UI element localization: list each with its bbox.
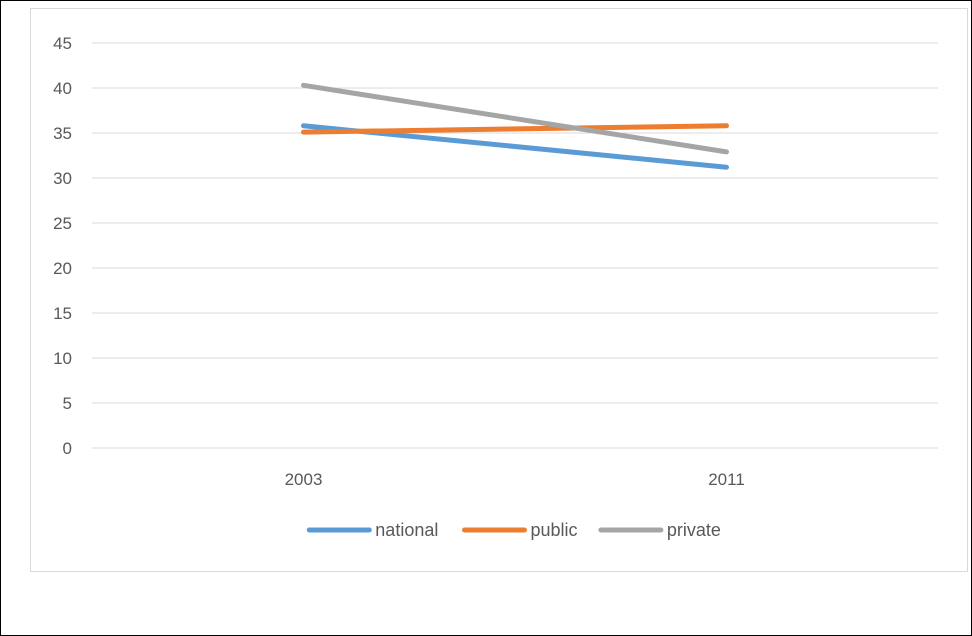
y-tick-label: 20 bbox=[53, 259, 72, 278]
legend-item-national: national bbox=[306, 520, 438, 540]
legend: national public private bbox=[306, 520, 721, 540]
legend-label-national: national bbox=[375, 520, 438, 540]
y-tick-label: 10 bbox=[53, 349, 72, 368]
series-line-private bbox=[301, 82, 729, 155]
legend-label-private: private bbox=[667, 520, 721, 540]
y-tick-label: 0 bbox=[63, 439, 72, 458]
legend-item-public: public bbox=[462, 520, 578, 540]
legend-label-public: public bbox=[531, 520, 578, 540]
y-axis-tick-labels: 0 5 10 15 20 25 30 35 40 45 bbox=[53, 34, 72, 458]
series-line-public bbox=[301, 123, 729, 135]
chart-area bbox=[30, 8, 968, 572]
y-tick-label: 45 bbox=[53, 34, 72, 53]
y-tick-label: 35 bbox=[53, 124, 72, 143]
x-tick-label: 2011 bbox=[708, 470, 745, 489]
x-tick-label: 2003 bbox=[285, 470, 323, 489]
y-tick-label: 5 bbox=[63, 394, 72, 413]
x-axis-tick-labels: 2003 2011 bbox=[285, 470, 745, 489]
gridlines bbox=[92, 42, 938, 449]
series-lines bbox=[301, 82, 729, 170]
y-tick-label: 25 bbox=[53, 214, 72, 233]
y-tick-label: 15 bbox=[53, 304, 72, 323]
legend-item-private: private bbox=[598, 520, 721, 540]
y-tick-label: 30 bbox=[53, 169, 72, 188]
y-tick-label: 40 bbox=[53, 79, 72, 98]
